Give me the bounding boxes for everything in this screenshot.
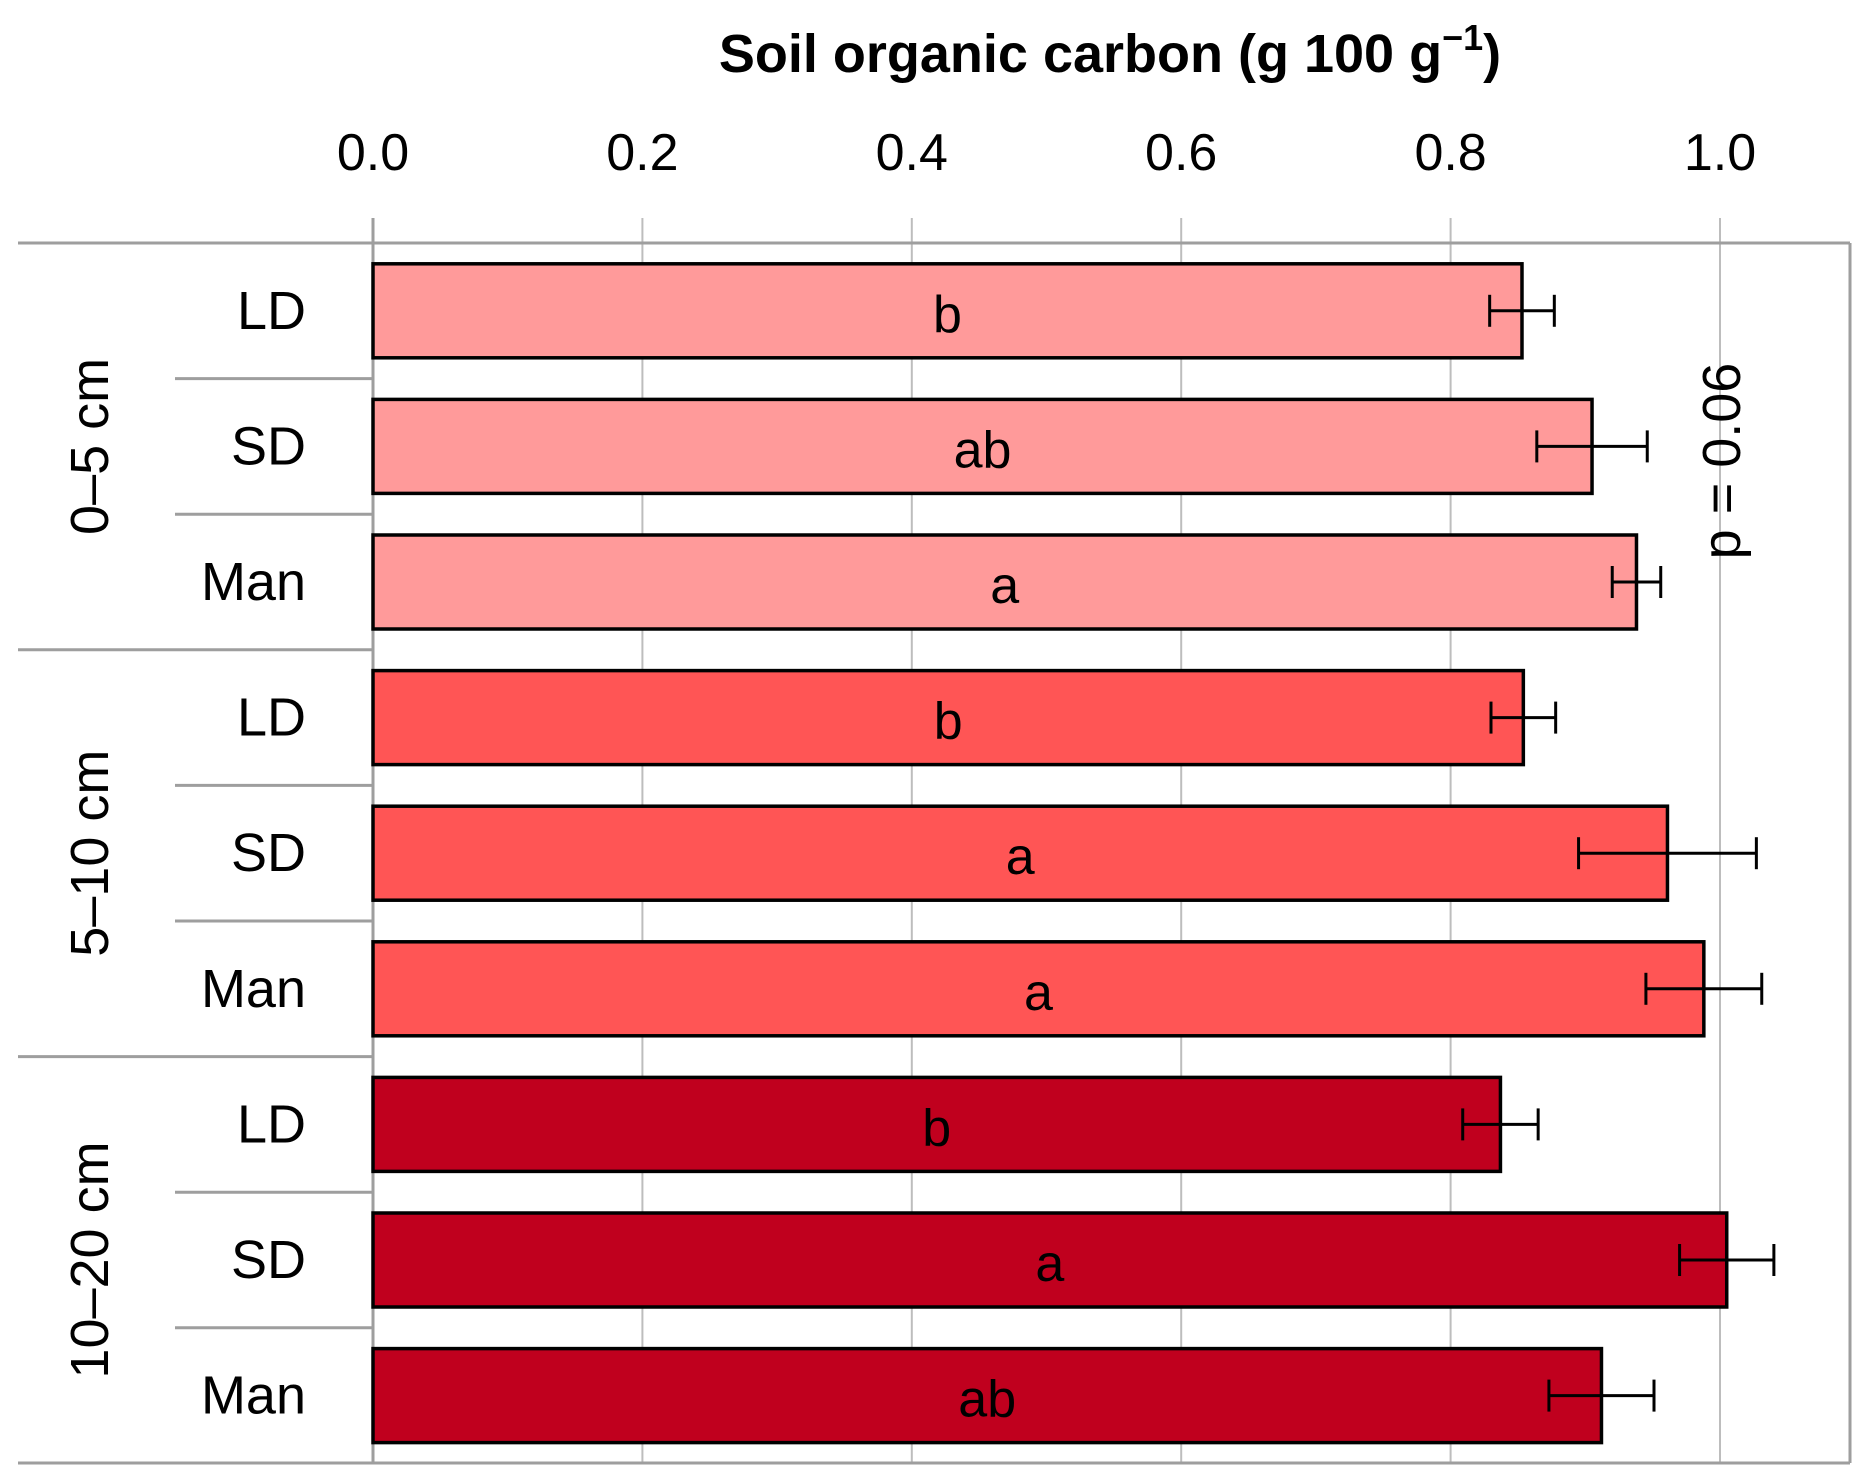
significance-label: p = 0.06: [1692, 363, 1752, 560]
category-label: SD: [231, 1230, 306, 1290]
chart-title: Soil organic carbon (g 100 g−1): [719, 17, 1501, 84]
x-tick-label: 1.0: [1684, 124, 1756, 182]
x-axis-ticks: 0.0 0.2 0.4 0.6 0.8 1.0: [337, 124, 1756, 182]
category-label: SD: [231, 416, 306, 476]
bar: [371, 1346, 1604, 1445]
chart-title-superscript: −1: [1442, 17, 1483, 58]
x-tick-label: 0.2: [606, 124, 678, 182]
x-tick-label: 0.8: [1414, 124, 1486, 182]
significance-letter: b: [934, 693, 963, 751]
bar: [371, 1075, 1503, 1174]
x-tick-label: 0.6: [1145, 124, 1217, 182]
significance-letter: a: [990, 557, 1019, 615]
category-label: LD: [237, 1094, 306, 1154]
category-label: Man: [201, 552, 306, 612]
category-label: Man: [201, 1366, 306, 1426]
x-tick-label: 0.0: [337, 124, 409, 182]
bars: [371, 262, 1776, 1445]
bar: [371, 804, 1670, 902]
x-tick-label: 0.4: [876, 124, 948, 182]
category-label: Man: [201, 959, 306, 1019]
category-label: LD: [237, 281, 306, 341]
depth-label: 10–20 cm: [60, 1141, 120, 1378]
bar: [371, 533, 1639, 631]
category-label: SD: [231, 823, 306, 883]
bar: [371, 668, 1526, 767]
significance-letter: a: [1035, 1235, 1064, 1293]
category-label: LD: [237, 688, 306, 748]
significance-letter: b: [922, 1099, 951, 1157]
depth-label: 0–5 cm: [60, 358, 120, 535]
significance-letter: a: [1024, 964, 1053, 1022]
significance-letter: ab: [958, 1371, 1016, 1429]
significance-letter: ab: [954, 421, 1012, 479]
bar: [371, 1211, 1729, 1309]
depth-label: 5–10 cm: [60, 750, 120, 957]
chart-title-main: Soil organic carbon (g 100 g: [719, 24, 1442, 84]
chart-title-suffix: ): [1483, 24, 1501, 84]
significance-letter: a: [1006, 828, 1035, 886]
significance-letter: b: [933, 286, 962, 344]
